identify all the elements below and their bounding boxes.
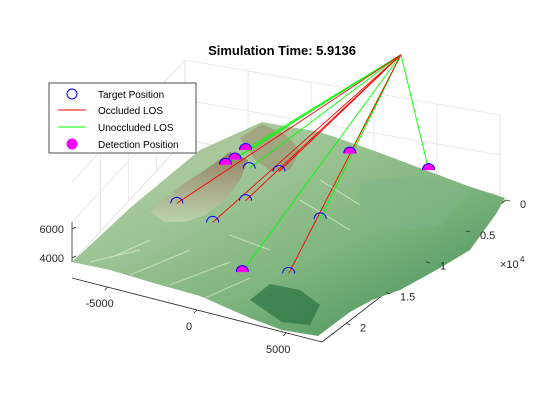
target-marker [239,143,253,150]
z-tick-label: 6000 [40,224,64,236]
legend-target-marker [66,88,78,100]
target-marker [235,265,249,272]
y-tick-label: 2 [360,322,366,334]
y-tick-label: 0 [520,199,526,211]
terrain-valley-south [250,284,320,325]
y-tick-label: 0.5 [480,230,495,242]
los-line-occluded [245,54,402,201]
target-marker [239,194,253,201]
los-line-unoccluded [225,54,402,165]
terrain-ridge-west [150,152,248,222]
target-marker [170,196,184,204]
legend-label-detection: Detection Position [98,140,179,151]
target-marker [219,157,233,165]
terrain-base [72,122,505,336]
y-axis-multiplier: ×10 [500,259,519,271]
legend-label-occluded: Occluded LOS [98,106,163,117]
terrain-ridge-center [240,124,300,172]
los-line-unoccluded [241,54,402,272]
los-line-occluded [176,54,402,204]
tick-labels: -5000 0 5000 0 0.5 1 1.5 2 ×10 4 4000 6000 [40,199,527,356]
chart-title: Simulation Time: 5.9136 [208,43,356,58]
target-marker [313,212,327,219]
legend-label-unoccluded: Unoccluded LOS [98,123,174,134]
z-tick-label: 4000 [40,253,64,265]
legend-detection-marker [66,138,78,150]
markers [170,143,436,274]
y-tick-label: 1 [440,261,446,273]
target-marker [228,152,242,160]
target-marker [206,215,220,223]
x-tick-label: -5000 [86,298,114,310]
legend: Target Position Occluded LOS Unoccluded … [48,82,197,154]
legend-label-target: Target Position [98,90,164,101]
terrain-surface [72,122,505,336]
y-tick-label: 1.5 [400,292,415,304]
los-line-unoccluded [400,54,430,170]
x-tick-label: 5000 [266,344,290,356]
target-marker [343,146,357,154]
y-axis-multiplier-exponent: 4 [520,255,525,264]
los-line-unoccluded [248,54,402,169]
target-marker [282,266,296,274]
target-marker [242,162,256,169]
x-tick-label: 0 [186,321,192,333]
los-line-occluded [288,54,402,274]
target-marker [272,165,286,172]
los-line-unoccluded [319,54,402,220]
terrain-valley-east [360,176,470,232]
target-marker [422,163,436,170]
